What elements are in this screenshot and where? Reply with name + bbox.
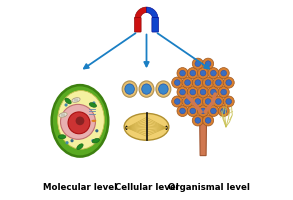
Circle shape: [195, 61, 201, 67]
Ellipse shape: [142, 84, 151, 94]
Circle shape: [185, 99, 190, 104]
Text: Organismal level: Organismal level: [168, 183, 250, 192]
Circle shape: [180, 108, 185, 114]
Circle shape: [192, 58, 203, 69]
Ellipse shape: [91, 120, 96, 122]
Circle shape: [226, 80, 231, 85]
Circle shape: [210, 108, 216, 114]
Circle shape: [187, 86, 198, 98]
Circle shape: [210, 89, 216, 95]
Circle shape: [65, 141, 69, 144]
Circle shape: [208, 68, 219, 79]
Circle shape: [223, 77, 234, 88]
Circle shape: [218, 105, 229, 117]
Circle shape: [172, 96, 183, 107]
Polygon shape: [135, 7, 146, 19]
Circle shape: [177, 86, 188, 98]
Ellipse shape: [58, 135, 66, 139]
Circle shape: [213, 77, 224, 88]
Circle shape: [195, 99, 201, 104]
Circle shape: [202, 77, 214, 88]
Circle shape: [76, 116, 84, 125]
Circle shape: [218, 86, 229, 98]
Circle shape: [182, 96, 193, 107]
Circle shape: [190, 70, 196, 76]
Circle shape: [177, 105, 188, 117]
Circle shape: [202, 115, 214, 126]
Circle shape: [174, 99, 180, 104]
Text: Molecular level: Molecular level: [43, 183, 117, 192]
Circle shape: [192, 96, 203, 107]
Circle shape: [218, 68, 229, 79]
Circle shape: [190, 108, 196, 114]
Circle shape: [200, 70, 206, 76]
Circle shape: [221, 70, 226, 76]
Circle shape: [221, 108, 226, 114]
Circle shape: [202, 96, 214, 107]
Ellipse shape: [65, 98, 71, 104]
Circle shape: [180, 89, 185, 95]
Ellipse shape: [72, 98, 80, 102]
Circle shape: [174, 80, 180, 85]
Ellipse shape: [59, 113, 67, 117]
Ellipse shape: [159, 84, 168, 94]
Circle shape: [68, 112, 90, 134]
Circle shape: [221, 89, 226, 95]
Text: Cellular level: Cellular level: [115, 183, 178, 192]
Circle shape: [177, 68, 188, 79]
FancyBboxPatch shape: [152, 17, 159, 32]
Circle shape: [195, 118, 201, 123]
Polygon shape: [200, 108, 207, 156]
Circle shape: [197, 86, 209, 98]
Circle shape: [197, 105, 209, 117]
Circle shape: [185, 80, 190, 85]
Circle shape: [205, 61, 211, 67]
Ellipse shape: [58, 91, 104, 149]
Circle shape: [213, 96, 224, 107]
Circle shape: [95, 129, 98, 132]
Circle shape: [210, 70, 216, 76]
Ellipse shape: [125, 84, 134, 94]
Polygon shape: [146, 7, 158, 19]
Circle shape: [205, 99, 211, 104]
Circle shape: [187, 105, 198, 117]
Circle shape: [197, 68, 209, 79]
Circle shape: [208, 86, 219, 98]
Circle shape: [200, 108, 206, 114]
Ellipse shape: [52, 85, 108, 157]
Ellipse shape: [77, 144, 83, 150]
Ellipse shape: [122, 81, 137, 97]
Circle shape: [226, 99, 231, 104]
Circle shape: [172, 77, 183, 88]
Circle shape: [200, 89, 206, 95]
Circle shape: [60, 104, 96, 139]
FancyBboxPatch shape: [134, 17, 141, 32]
Circle shape: [223, 96, 234, 107]
Circle shape: [208, 105, 219, 117]
Ellipse shape: [124, 113, 169, 140]
Circle shape: [216, 99, 221, 104]
Circle shape: [70, 139, 74, 142]
Ellipse shape: [156, 81, 171, 97]
Ellipse shape: [89, 103, 96, 107]
Ellipse shape: [125, 126, 128, 130]
Circle shape: [182, 77, 193, 88]
Ellipse shape: [165, 126, 168, 130]
Circle shape: [216, 80, 221, 85]
Circle shape: [64, 103, 68, 107]
Circle shape: [180, 70, 185, 76]
Circle shape: [91, 139, 94, 142]
Circle shape: [187, 68, 198, 79]
Ellipse shape: [139, 81, 154, 97]
Circle shape: [192, 115, 203, 126]
Circle shape: [92, 101, 96, 105]
Circle shape: [205, 80, 211, 85]
Circle shape: [205, 118, 211, 123]
Circle shape: [202, 58, 214, 69]
Ellipse shape: [92, 138, 99, 143]
Circle shape: [192, 77, 203, 88]
Circle shape: [190, 89, 196, 95]
Circle shape: [195, 80, 201, 85]
